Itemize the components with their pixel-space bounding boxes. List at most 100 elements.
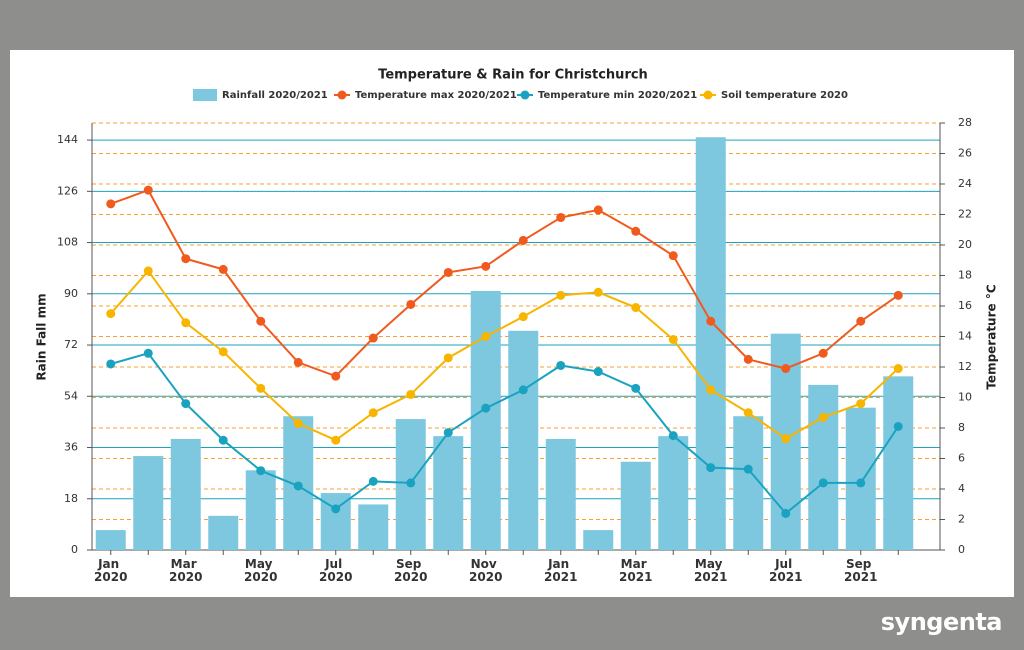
y-axis-title: Rain Fall mm bbox=[35, 293, 49, 380]
point bbox=[556, 290, 566, 300]
point bbox=[368, 408, 378, 418]
point bbox=[856, 399, 866, 409]
y2-tick-label: 14 bbox=[958, 330, 972, 343]
point bbox=[106, 309, 116, 319]
point bbox=[818, 348, 828, 358]
y2-tick-label: 6 bbox=[958, 452, 965, 465]
y2-tick-label: 24 bbox=[958, 177, 972, 190]
point bbox=[781, 508, 791, 518]
point bbox=[256, 466, 266, 476]
legend-label: Rainfall 2020/2021 bbox=[222, 90, 328, 101]
x-tick-label: Nov 2020 bbox=[469, 557, 502, 584]
point bbox=[893, 290, 903, 300]
point bbox=[518, 235, 528, 245]
point bbox=[331, 371, 341, 381]
point bbox=[293, 357, 303, 367]
y2-tick-label: 16 bbox=[958, 299, 972, 312]
line bbox=[109, 269, 899, 442]
y-tick-label: 144 bbox=[57, 133, 78, 146]
point bbox=[256, 316, 266, 326]
y2-tick-label: 18 bbox=[958, 269, 972, 282]
bar bbox=[245, 470, 276, 550]
point bbox=[706, 385, 716, 395]
point bbox=[631, 303, 641, 313]
point bbox=[331, 504, 341, 514]
point bbox=[406, 299, 416, 309]
point bbox=[518, 312, 528, 322]
point bbox=[181, 399, 191, 409]
y2-tick-label: 0 bbox=[958, 543, 965, 556]
point bbox=[218, 347, 228, 357]
y-tick-label: 54 bbox=[64, 389, 78, 402]
line bbox=[110, 352, 900, 515]
x-tick-label: May 2021 bbox=[694, 557, 727, 584]
point bbox=[706, 316, 716, 326]
point bbox=[368, 476, 378, 486]
point bbox=[668, 335, 678, 345]
y-tick-label: 90 bbox=[64, 287, 78, 300]
point bbox=[406, 478, 416, 488]
point bbox=[818, 412, 828, 422]
point bbox=[556, 360, 566, 370]
point bbox=[181, 318, 191, 328]
point bbox=[556, 213, 566, 223]
y2-tick-label: 22 bbox=[958, 208, 972, 221]
x-tick-label: Mar 2020 bbox=[169, 557, 202, 584]
x-tick-label: Sep 2020 bbox=[394, 557, 427, 584]
point bbox=[293, 481, 303, 491]
legend-swatch bbox=[337, 90, 347, 100]
x-tick-label: Jul 2021 bbox=[769, 557, 802, 584]
point bbox=[743, 354, 753, 364]
point bbox=[293, 418, 303, 428]
legend-swatch bbox=[520, 90, 530, 100]
legend-label: Soil temperature 2020 bbox=[721, 90, 848, 101]
point bbox=[481, 332, 491, 341]
y2-tick-label: 26 bbox=[958, 147, 972, 160]
legend-swatch bbox=[703, 90, 713, 100]
x-tick-label: Jul 2020 bbox=[319, 557, 352, 584]
point bbox=[181, 254, 191, 264]
point bbox=[893, 364, 903, 374]
y-tick-label: 18 bbox=[64, 492, 78, 505]
point bbox=[743, 464, 753, 474]
point bbox=[143, 266, 153, 276]
point bbox=[668, 431, 678, 441]
point bbox=[593, 205, 603, 215]
x-tick-label: Jan 2021 bbox=[544, 557, 577, 584]
bar bbox=[883, 376, 914, 550]
logo: syngenta bbox=[880, 608, 1003, 636]
line bbox=[110, 188, 899, 378]
point bbox=[443, 353, 453, 363]
y2-tick-label: 2 bbox=[958, 513, 965, 526]
point bbox=[218, 435, 228, 445]
bar bbox=[808, 384, 839, 550]
bar bbox=[95, 530, 126, 550]
legend-label: Temperature max 2020/2021 bbox=[355, 90, 517, 101]
x-tick-label: Sep 2021 bbox=[844, 557, 877, 584]
point bbox=[781, 364, 791, 374]
point bbox=[893, 421, 903, 431]
point bbox=[631, 383, 641, 393]
chart-title: Temperature & Rain for Christchurch bbox=[378, 68, 648, 83]
bar bbox=[545, 438, 576, 550]
point bbox=[106, 199, 116, 209]
bar bbox=[733, 416, 764, 550]
point bbox=[781, 434, 791, 444]
y2-tick-label: 28 bbox=[958, 116, 972, 129]
bar bbox=[620, 461, 651, 550]
point bbox=[481, 261, 491, 271]
y2-tick-label: 8 bbox=[958, 421, 965, 434]
y2-tick-label: 12 bbox=[958, 360, 972, 373]
point bbox=[331, 435, 341, 445]
bar bbox=[208, 515, 239, 550]
bar bbox=[358, 504, 389, 550]
point bbox=[856, 316, 866, 326]
y-tick-label: 108 bbox=[57, 236, 78, 249]
x-tick-label: Mar 2021 bbox=[619, 557, 652, 584]
point bbox=[143, 185, 153, 195]
point bbox=[218, 264, 228, 274]
legend-swatch bbox=[193, 89, 217, 101]
bar bbox=[133, 456, 164, 550]
point bbox=[743, 408, 753, 418]
